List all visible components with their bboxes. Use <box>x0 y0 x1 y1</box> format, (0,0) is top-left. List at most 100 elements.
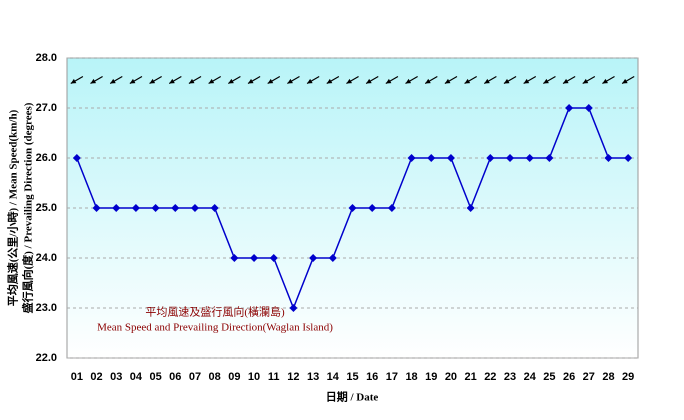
x-tick-label: 18 <box>405 371 417 383</box>
data-point <box>506 154 515 162</box>
direction-arrow <box>503 75 517 85</box>
direction-arrow <box>464 75 478 85</box>
direction-arrow <box>306 75 320 85</box>
arrow-head <box>622 78 628 84</box>
arrow-head <box>307 78 313 84</box>
data-point <box>72 154 81 162</box>
data-point <box>151 204 160 212</box>
direction-arrow <box>346 75 359 85</box>
x-tick-label: 01 <box>71 371 83 383</box>
x-tick-label: 26 <box>563 371 575 383</box>
arrow-head <box>346 78 353 84</box>
direction-arrow <box>287 75 300 85</box>
x-tick-label: 08 <box>209 371 221 383</box>
arrow-head <box>267 78 274 84</box>
data-point <box>250 254 259 262</box>
direction-arrow <box>543 75 556 85</box>
direction-arrow <box>424 75 438 85</box>
annotation: 平均風速及盛行風向(橫瀾島) <box>145 305 285 319</box>
arrow-head <box>287 78 293 84</box>
x-tick-label: 05 <box>149 371 161 383</box>
data-point <box>309 254 318 262</box>
data-point <box>486 154 495 162</box>
y-tick-label: 23.0 <box>36 302 57 314</box>
arrow-head <box>366 78 372 84</box>
data-point <box>328 254 337 262</box>
x-tick-label: 06 <box>169 371 181 383</box>
direction-arrow <box>326 75 340 85</box>
x-tick-label: 21 <box>465 371 477 383</box>
y-tick-label: 24.0 <box>36 252 57 264</box>
y-tick-label: 26.0 <box>36 152 57 164</box>
arrow-head <box>228 78 234 84</box>
data-point <box>466 204 475 212</box>
x-tick-label: 22 <box>484 371 496 383</box>
data-point <box>269 254 278 262</box>
x-tick-label: 07 <box>189 371 201 383</box>
data-point <box>131 204 140 212</box>
direction-arrow <box>149 75 162 85</box>
arrow-head <box>70 78 77 84</box>
x-tick-label: 19 <box>425 371 437 383</box>
arrow-head <box>484 78 490 84</box>
arrow-head <box>385 78 392 84</box>
x-tick-label: 09 <box>228 371 240 383</box>
x-axis-label: 日期 / Date <box>326 390 379 404</box>
direction-arrow <box>109 75 123 85</box>
x-tick-label: 02 <box>90 371 102 383</box>
arrow-head <box>149 78 156 84</box>
x-tick-label: 03 <box>110 371 122 383</box>
data-point <box>190 204 199 212</box>
data-point <box>604 154 613 162</box>
arrow-head <box>326 78 333 84</box>
arrow-head <box>247 78 254 84</box>
data-point <box>584 104 593 112</box>
data-point <box>112 204 121 212</box>
arrow-head <box>503 78 510 84</box>
x-tick-label: 27 <box>583 371 595 383</box>
arrow-head <box>110 78 116 84</box>
direction-arrow <box>90 75 103 85</box>
data-point <box>446 154 455 162</box>
data-point <box>368 204 377 212</box>
data-point <box>545 154 554 162</box>
arrow-head <box>602 78 608 84</box>
x-tick-label: 15 <box>346 371 358 383</box>
y-tick-label: 28.0 <box>36 52 57 64</box>
direction-arrow <box>168 75 182 85</box>
direction-arrow <box>483 75 497 85</box>
data-point <box>624 154 633 162</box>
arrow-head <box>405 78 412 84</box>
x-tick-label: 12 <box>287 371 299 383</box>
x-tick-label: 28 <box>602 371 614 383</box>
data-point <box>92 204 101 212</box>
annotation: Mean Speed and Prevailing Direction(Wagl… <box>97 322 333 334</box>
arrow-head <box>444 78 451 84</box>
data-point <box>565 104 574 112</box>
arrow-head <box>129 78 136 84</box>
data-point <box>348 204 357 212</box>
x-tick-label: 17 <box>386 371 398 383</box>
x-tick-label: 11 <box>268 371 280 383</box>
x-tick-label: 24 <box>524 371 537 383</box>
x-tick-label: 20 <box>445 371 457 383</box>
arrow-head <box>425 78 431 84</box>
x-tick-label: 23 <box>504 371 516 383</box>
direction-arrow <box>562 75 576 85</box>
data-point <box>230 254 239 262</box>
x-tick-label: 04 <box>130 371 143 383</box>
x-tick-label: 25 <box>543 371 555 383</box>
data-point <box>407 154 416 162</box>
data-point <box>427 154 436 162</box>
data-point <box>171 204 180 212</box>
x-tick-label: 29 <box>622 371 634 383</box>
x-tick-label: 16 <box>366 371 378 383</box>
direction-arrow <box>267 75 281 85</box>
arrow-head <box>582 78 589 84</box>
direction-arrow <box>523 75 537 85</box>
arrow-head <box>464 78 471 84</box>
arrow-head <box>208 78 215 84</box>
direction-arrow <box>365 75 379 85</box>
x-tick-label: 14 <box>327 371 340 383</box>
direction-arrow <box>582 75 596 85</box>
